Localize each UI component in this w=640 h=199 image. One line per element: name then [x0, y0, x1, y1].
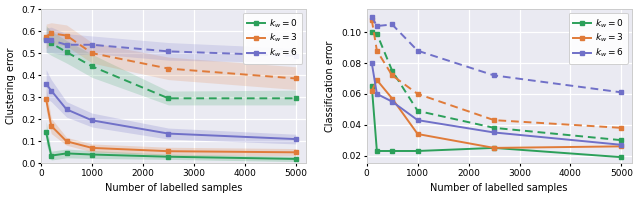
X-axis label: Number of labelled samples: Number of labelled samples [105, 183, 242, 193]
Legend: $k_w = 0$, $k_w = 3$, $k_w = 6$: $k_w = 0$, $k_w = 3$, $k_w = 6$ [568, 13, 628, 64]
Y-axis label: Classification error: Classification error [326, 41, 335, 132]
X-axis label: Number of labelled samples: Number of labelled samples [431, 183, 568, 193]
Legend: $k_w = 0$, $k_w = 3$, $k_w = 6$: $k_w = 0$, $k_w = 3$, $k_w = 6$ [243, 13, 302, 64]
Y-axis label: Clustering error: Clustering error [6, 48, 15, 124]
